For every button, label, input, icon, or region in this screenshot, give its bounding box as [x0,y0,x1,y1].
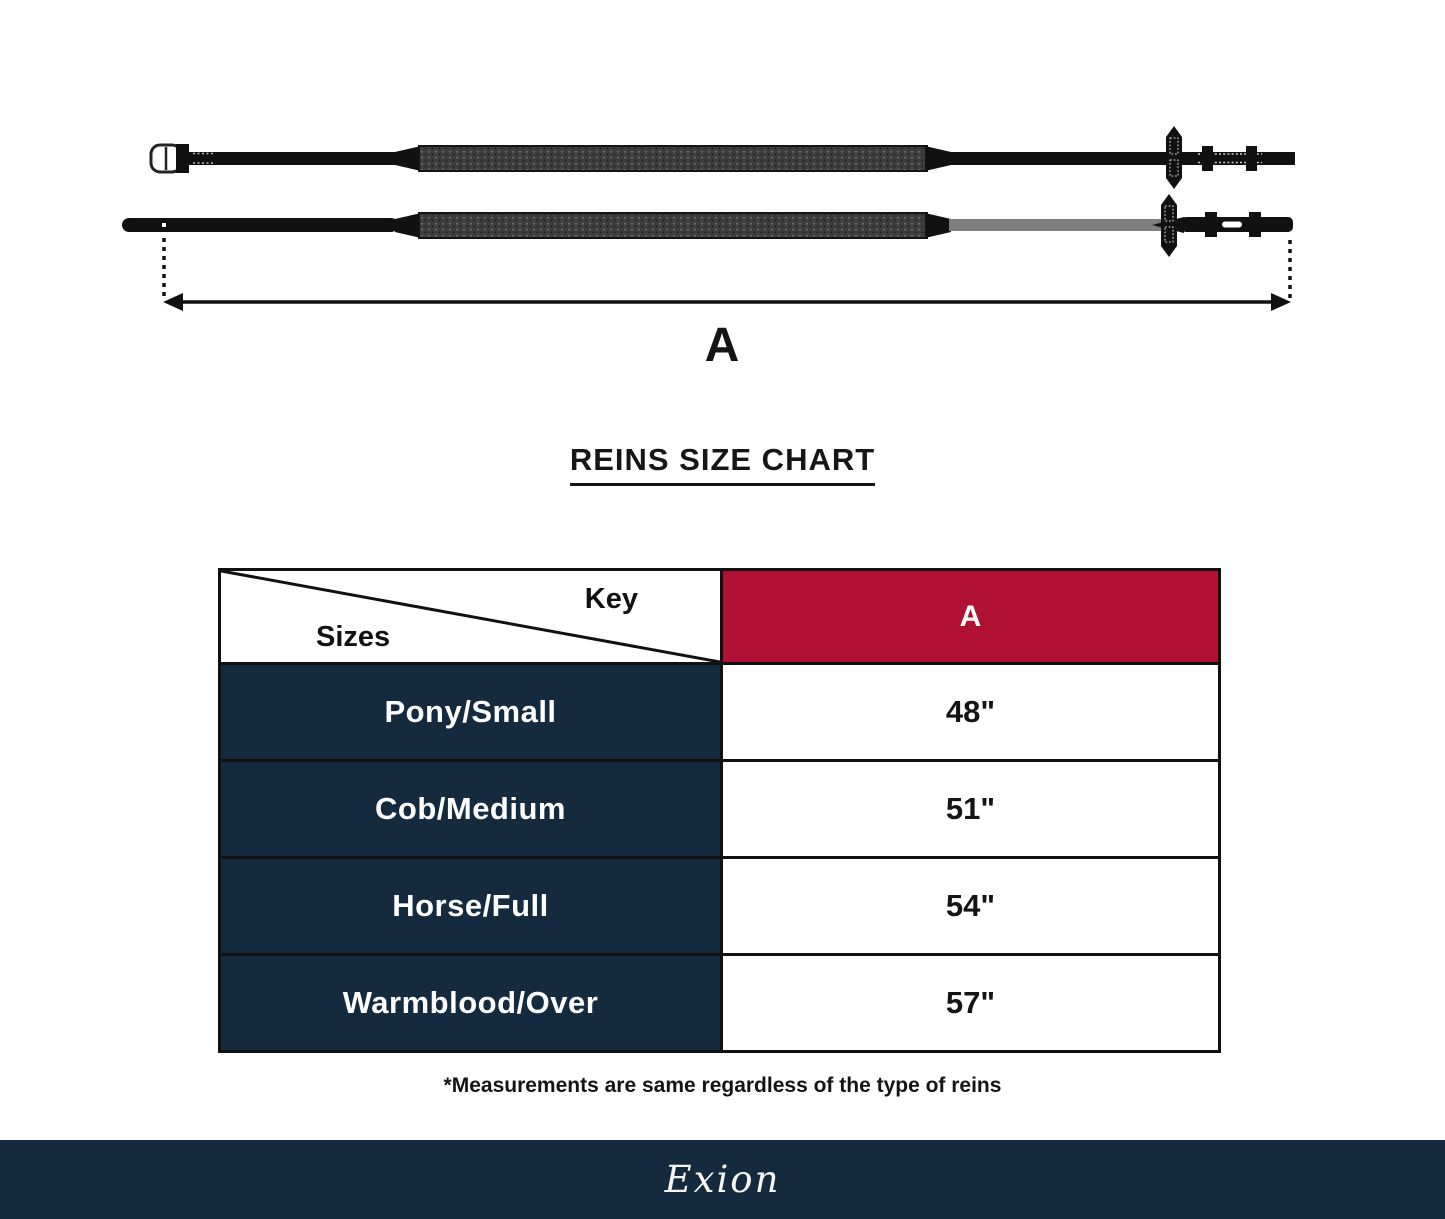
table-row: Warmblood/Over 57" [218,953,1221,1053]
page-title: REINS SIZE CHART [569,442,876,486]
rein-bottom-illustration [122,194,1293,257]
rubber-grip-section [418,145,928,172]
measurement-footnote: *Measurements are same regardless of the… [443,1074,1002,1097]
footer-bar: Exion [0,1140,1445,1219]
rein-top-illustration [149,126,1295,189]
size-value: 57" [720,953,1221,1053]
brand-logo: Exion [664,1158,781,1201]
size-value: 54" [720,856,1221,956]
web-rein-section [949,219,1185,231]
rein-stopper-icon [1161,194,1177,257]
table-row: Horse/Full 54" [218,856,1221,956]
reins-diagram [122,126,1295,311]
corner-sizes-label: Sizes [316,621,391,653]
size-value: 48" [720,662,1221,762]
dimension-label: A [704,319,741,372]
size-label: Pony/Small [218,662,723,762]
size-label: Warmblood/Over [218,953,723,1053]
dimension-arrow [162,238,1292,311]
table-corner-cell: Key Sizes [218,568,723,665]
column-header-a: A [720,568,1221,665]
rubber-grip-section [418,212,928,239]
table-header-row: Key Sizes A [218,568,1221,665]
rein-stopper-icon [1166,126,1182,189]
size-label: Cob/Medium [218,759,723,859]
size-value: 51" [720,759,1221,859]
table-row: Cob/Medium 51" [218,759,1221,859]
corner-key-label: Key [584,583,638,615]
size-table: Key Sizes A Pony/Small 48" Cob/Medium 51… [218,568,1221,1053]
table-row: Pony/Small 48" [218,662,1221,762]
diagonal-divider [221,571,720,662]
size-label: Horse/Full [218,856,723,956]
